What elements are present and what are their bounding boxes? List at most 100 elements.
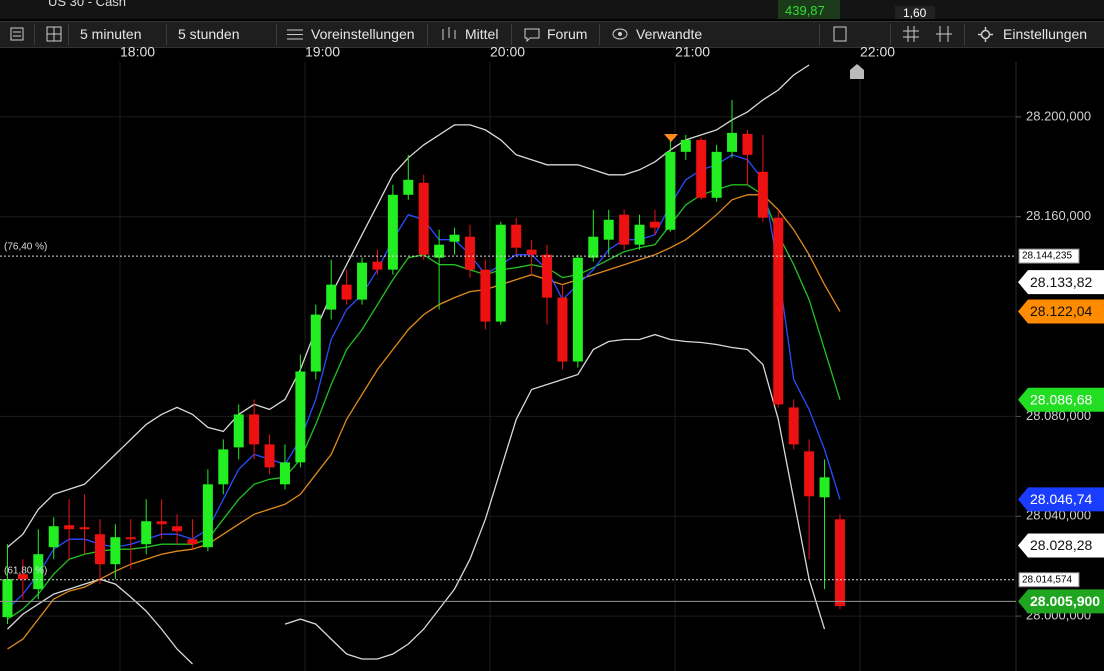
candle-body <box>511 224 522 248</box>
y-tick-label: 28.200,000 <box>1026 108 1091 123</box>
candle-body <box>665 151 676 230</box>
x-tick-label: 19:00 <box>305 46 340 60</box>
candle-body <box>357 262 368 300</box>
plot-area <box>0 64 1016 665</box>
level-label: (61,80 %) <box>4 565 47 576</box>
level-value: 28.014,574 <box>1022 574 1072 585</box>
candle-body <box>742 133 753 155</box>
candle-body <box>434 244 445 258</box>
x-tick-label: 22:00 <box>860 46 895 60</box>
candle-body <box>48 526 59 548</box>
candle-body <box>295 371 306 463</box>
candle-body <box>557 297 568 362</box>
price-tag-label: 28.005,900 <box>1030 593 1100 609</box>
settings[interactable]: Einstellungen <box>1003 26 1088 42</box>
candle-body <box>33 554 44 590</box>
price-tag <box>1018 589 1104 614</box>
candle-body <box>757 171 768 218</box>
price-tag-label: 28.122,04 <box>1030 303 1092 319</box>
candle-body <box>156 521 167 525</box>
candle-body <box>403 179 414 195</box>
candle-body <box>187 539 198 545</box>
indicator-line <box>7 194 841 650</box>
presets[interactable]: Voreinstellungen <box>311 26 415 42</box>
level-label: (76,40 %) <box>4 242 47 253</box>
x-tick-label: 21:00 <box>675 46 710 60</box>
candle-body <box>711 151 722 198</box>
draw-icon[interactable] <box>936 26 954 42</box>
candle-body <box>634 224 645 245</box>
candle-body <box>202 484 213 548</box>
level-tag <box>1018 248 1080 264</box>
forum[interactable]: Forum <box>547 26 588 42</box>
candle-body <box>572 257 583 362</box>
x-tick-label: 18:00 <box>120 46 155 60</box>
change-box <box>895 6 935 19</box>
indicators[interactable]: Mittel <box>465 26 499 42</box>
forum-icon <box>524 28 540 42</box>
candle-body <box>788 407 799 445</box>
price-tag <box>1018 270 1104 295</box>
candle-body <box>464 236 475 270</box>
price-tag-label: 28.028,28 <box>1030 537 1092 553</box>
candle-body <box>804 451 815 497</box>
layout-icon[interactable] <box>46 26 62 42</box>
chart: 28.200,00028.160,00028.080,00028.040,000… <box>0 46 1104 671</box>
candle-body <box>649 221 660 228</box>
y-tick-label: 28.040,000 <box>1026 508 1091 523</box>
indicator-line <box>7 64 810 548</box>
price-box <box>778 0 840 19</box>
indicator-line <box>7 333 826 665</box>
menu-icon[interactable] <box>10 27 24 41</box>
candle-body <box>79 527 90 530</box>
time-cursor[interactable] <box>850 64 864 79</box>
candle-body <box>125 537 136 540</box>
candle-body <box>680 139 691 152</box>
settings-icon <box>978 27 993 42</box>
range[interactable]: 5 stunden <box>178 26 240 42</box>
price-tag <box>1018 387 1104 412</box>
candle-body <box>110 537 121 565</box>
candle-body <box>326 284 337 310</box>
price-tag <box>1018 299 1104 324</box>
candle-body <box>696 139 707 198</box>
candle-body <box>2 579 13 618</box>
candle-body <box>310 314 321 372</box>
price-tag <box>1018 533 1104 558</box>
grid-icon[interactable] <box>903 26 919 42</box>
candle-body <box>279 462 290 485</box>
x-tick-label: 20:00 <box>490 46 525 60</box>
candle-body <box>172 526 183 532</box>
toolbar: 5 minuten 5 stunden Voreinstellungen Mit… <box>0 21 1104 48</box>
related[interactable]: Verwandte <box>636 26 703 42</box>
candle-body <box>387 194 398 270</box>
instrument-name[interactable]: US 30 - Cash <box>48 0 127 9</box>
candle-body <box>418 182 429 255</box>
candle-body <box>64 525 75 530</box>
candle-body <box>526 249 537 255</box>
level-value: 28.144,235 <box>1022 251 1072 262</box>
candle-body <box>619 214 630 245</box>
candle-body <box>603 219 614 240</box>
candle-body <box>542 254 553 298</box>
candle-body <box>480 269 491 322</box>
top-bar: US 30 - Cash 439,87 1,60 <box>0 0 1104 20</box>
timeframe[interactable]: 5 minuten <box>80 26 142 42</box>
candle-body <box>449 234 460 242</box>
candle-body <box>141 521 152 545</box>
price-tag <box>1018 487 1104 512</box>
candle-body <box>94 534 105 565</box>
y-tick-label: 28.160,000 <box>1026 208 1091 223</box>
change: 1,60 <box>903 6 927 20</box>
panel-icon[interactable] <box>833 26 847 42</box>
candle-body <box>773 217 784 405</box>
level-tag <box>1018 572 1080 588</box>
presets-icon <box>287 29 303 40</box>
marker-triangle <box>664 134 678 142</box>
grid <box>0 62 1016 671</box>
candle-body <box>341 284 352 300</box>
price-tag-label: 28.046,74 <box>1030 491 1092 507</box>
related-icon <box>612 28 628 40</box>
candle-body <box>819 477 830 498</box>
candle-body <box>17 574 28 580</box>
